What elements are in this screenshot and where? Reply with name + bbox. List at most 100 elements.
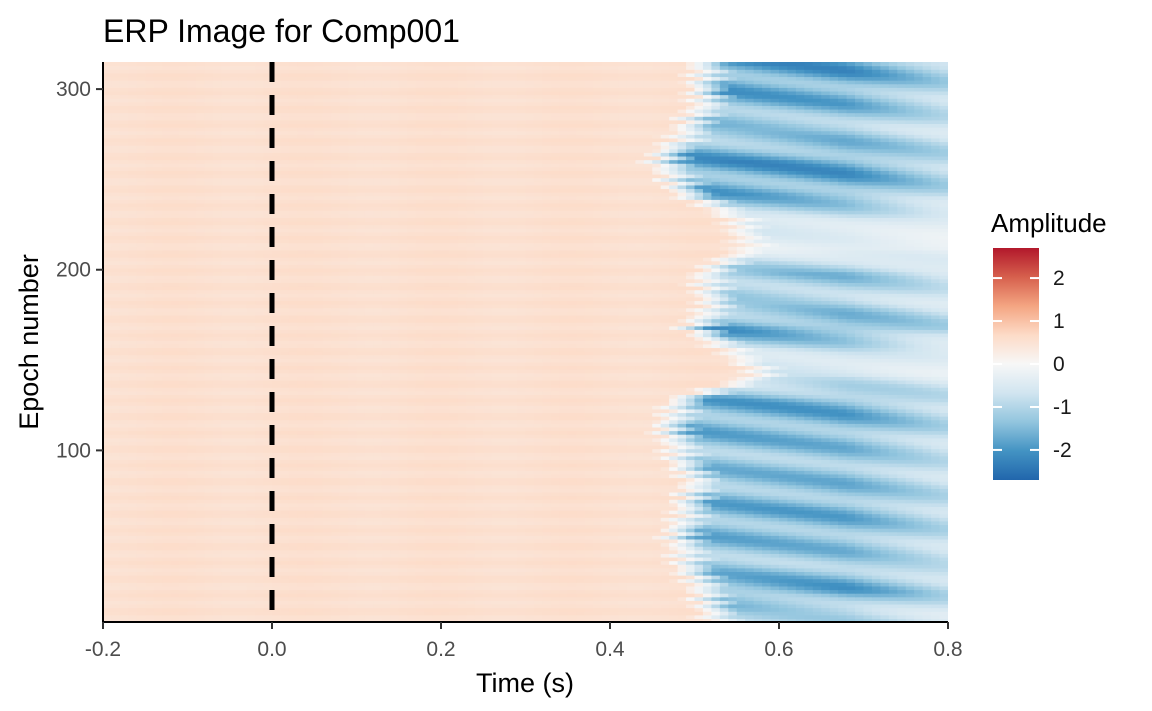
heatmap-cell [652, 445, 661, 449]
heatmap-cell [771, 481, 780, 485]
heatmap-cell [449, 496, 458, 500]
heatmap-cell [365, 514, 374, 518]
heatmap-cell [804, 445, 813, 449]
heatmap-cell [382, 575, 391, 579]
heatmap-cell [737, 611, 746, 615]
heatmap-cell [847, 503, 856, 507]
heatmap-cell [627, 579, 636, 583]
heatmap-cell [120, 474, 129, 478]
heatmap-cell [289, 553, 298, 557]
heatmap-cell [821, 485, 830, 489]
heatmap-cell [238, 553, 247, 557]
heatmap-cell [678, 535, 687, 539]
heatmap-cell [754, 615, 763, 619]
heatmap-cell [526, 470, 535, 474]
heatmap-cell [695, 449, 704, 453]
heatmap-cell [154, 452, 163, 456]
heatmap-cell [137, 611, 146, 615]
heatmap-cell [593, 510, 602, 514]
heatmap-cell [779, 571, 788, 575]
heatmap-cell [585, 539, 594, 543]
heatmap-cell [593, 586, 602, 590]
heatmap-cell [238, 488, 247, 492]
heatmap-cell [897, 543, 906, 547]
heatmap-cell [931, 485, 940, 489]
heatmap-cell [551, 510, 560, 514]
heatmap-cell [509, 564, 518, 568]
heatmap-cell [542, 600, 551, 604]
heatmap-cell [695, 517, 704, 521]
heatmap-cell [855, 459, 864, 463]
heatmap-cell [923, 459, 932, 463]
heatmap-cell [492, 470, 501, 474]
heatmap-cell [787, 535, 796, 539]
heatmap-cell [449, 593, 458, 597]
heatmap-cell [914, 528, 923, 532]
heatmap-cell [542, 561, 551, 565]
heatmap-cell [796, 528, 805, 532]
heatmap-cell [796, 535, 805, 539]
heatmap-cell [492, 459, 501, 463]
heatmap-cell [627, 568, 636, 572]
heatmap-cell [847, 608, 856, 612]
heatmap-cell [695, 445, 704, 449]
heatmap-cell [154, 456, 163, 460]
heatmap-cell [602, 568, 611, 572]
heatmap-cell [196, 568, 205, 572]
heatmap-cell [475, 557, 484, 561]
heatmap-cell [771, 553, 780, 557]
heatmap-cell [720, 579, 729, 583]
heatmap-cell [306, 593, 315, 597]
heatmap-cell [297, 499, 306, 503]
heatmap-cell [103, 492, 112, 496]
heatmap-cell [813, 467, 822, 471]
heatmap-cell [931, 600, 940, 604]
heatmap-cell [872, 586, 881, 590]
heatmap-cell [728, 506, 737, 510]
heatmap-cell [821, 452, 830, 456]
heatmap-cell [382, 561, 391, 565]
heatmap-cell [610, 615, 619, 619]
heatmap-cell [179, 459, 188, 463]
heatmap-cell [297, 488, 306, 492]
heatmap-cell [864, 575, 873, 579]
heatmap-cell [331, 575, 340, 579]
heatmap-cell [669, 597, 678, 601]
heatmap-cell [542, 477, 551, 481]
heatmap-cell [179, 514, 188, 518]
heatmap-cell [678, 470, 687, 474]
heatmap-cell [483, 586, 492, 590]
heatmap-cell [855, 467, 864, 471]
heatmap-cell [221, 445, 230, 449]
heatmap-cell [154, 604, 163, 608]
heatmap-cell [475, 561, 484, 565]
heatmap-cell [526, 589, 535, 593]
heatmap-cell [458, 463, 467, 467]
heatmap-cell [931, 571, 940, 575]
heatmap-cell [509, 510, 518, 514]
heatmap-cell [568, 459, 577, 463]
heatmap-cell [382, 586, 391, 590]
heatmap-cell [179, 608, 188, 612]
heatmap-cell [365, 521, 374, 525]
heatmap-cell [247, 452, 256, 456]
heatmap-cell [483, 449, 492, 453]
heatmap-cell [610, 492, 619, 496]
heatmap-cell [373, 485, 382, 489]
heatmap-cell [593, 604, 602, 608]
heatmap-cell [466, 589, 475, 593]
heatmap-cell [880, 452, 889, 456]
heatmap-cell [323, 568, 332, 572]
heatmap-cell [618, 543, 627, 547]
heatmap-cell [661, 571, 670, 575]
heatmap-cell [695, 456, 704, 460]
heatmap-cell [914, 485, 923, 489]
heatmap-cell [627, 586, 636, 590]
heatmap-cell [171, 571, 180, 575]
heatmap-cell [695, 492, 704, 496]
heatmap-cell [373, 503, 382, 507]
heatmap-cell [475, 550, 484, 554]
heatmap-cell [576, 608, 585, 612]
heatmap-cell [779, 579, 788, 583]
heatmap-cell [492, 593, 501, 597]
